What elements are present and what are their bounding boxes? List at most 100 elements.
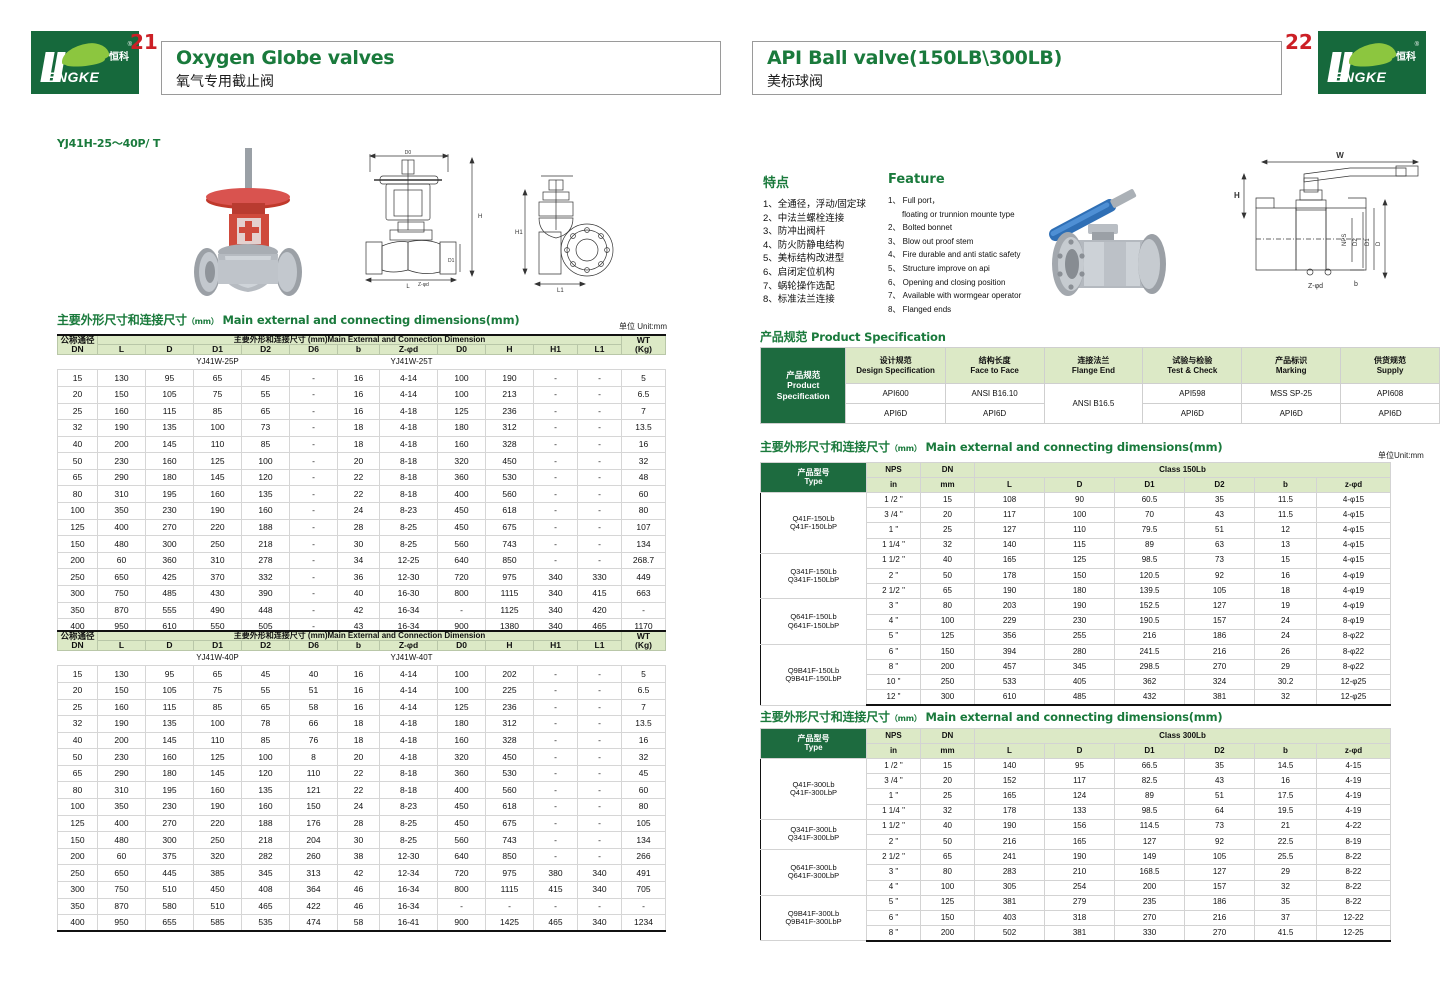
cell-value: 400 [97,518,146,537]
cell-value: 270 [1184,925,1255,942]
cell-value: 8-22 [1316,864,1391,881]
table-row: 125 400 270 220 188 176 28 8-25 450 675- -105 [57,814,666,833]
subtype-spacer [57,650,98,667]
cell-value: 485 [145,585,194,603]
cell-value: 110 [289,764,338,783]
cell-nps: 1 1/4 " [866,803,921,820]
cell-value: 85 [193,402,242,421]
table-row: 3 /4 " 20 152 117 82.5 43 16 4-19 [761,773,1391,790]
spec-value: API6D [944,403,1045,424]
cell-value: 160 [193,781,242,800]
cell-dn: 250 [920,674,975,691]
type-group-line: Q641F-150LbP [787,620,840,630]
spec-value: API6D [1340,403,1440,424]
svg-text:Z-φd: Z-φd [418,282,429,288]
cell-value: 268.7 [621,551,666,570]
cell-value: - [289,485,338,504]
cell-value: - [533,551,578,570]
cell-value: 1425 [485,914,534,933]
cell-dn: 65 [920,583,975,600]
type-header-cn: 产品型号 [797,467,830,477]
left-dim-title-unit: （mm） [186,317,219,326]
feature-item-en: 8、 Flanged ends [888,304,952,314]
cell-nps: 1 /2 " [866,757,921,775]
cell-value: 11.5 [1254,491,1317,509]
cell-value: - [533,698,578,717]
cell-dn: 40 [57,435,98,454]
cell-value: 100 [437,385,486,404]
cell-dn: 100 [920,879,975,896]
spec-value: API600 [845,383,946,404]
table-row: Q41F-150Lb Q41F-150LbP 1 /2 " 15 108 90 60.5 35… [760,491,1391,554]
cell-value: 465 [533,914,578,933]
logo-wordmark: ENGKE [1334,68,1387,85]
cell-value: 32 [621,748,666,766]
cell-value: 216 [1184,643,1255,661]
subtype-spacer-end [485,650,666,667]
cell-dn: 80 [920,864,975,881]
cell-value: 190 [97,419,146,437]
cell-value: 450 [437,798,486,816]
logo-left: 恒科 ® ENGKE [31,31,139,94]
cell-value: 216 [1184,909,1255,927]
cell-value: 22 [337,781,380,800]
cell-value: 5 [621,665,666,683]
cell-value: 160 [145,452,194,470]
cell-value: 22 [337,468,380,487]
cell-value: 4-φ19 [1316,567,1391,585]
cell-value: 310 [193,551,242,570]
cell-nps: 3 " [866,864,921,881]
table-row: Q9B41F-300Lb Q9B41F-300LbP 5 " 125 381 279 235… [760,894,1391,942]
cell-value: 190 [485,369,534,387]
cell-value: 8-φ19 [1316,613,1391,630]
cell-value: 381 [1184,689,1255,707]
cell-value: 16-34 [379,881,438,899]
cell-value: 485 [1044,689,1115,707]
spec-col-en: Test & Check [1167,365,1218,375]
cell-value: 350 [97,502,146,520]
table-row: 100 350 230 190 160-24 8-23 450 618- -80 [57,502,666,520]
cell-dn: 40 [57,731,98,750]
cell-nps: 3 /4 " [866,773,921,790]
cell-dn: 80 [57,781,98,800]
cell-value: - [577,748,622,766]
cell-value: 230 [97,452,146,470]
svg-text:H: H [478,214,482,220]
cell-value: 16 [621,731,666,750]
cell-value: 560 [437,831,486,849]
cell-value: 157 [1184,613,1255,630]
svg-text:D0: D0 [405,150,412,156]
table-row: 4 " 100 305 254 200 157 32 8-22 [761,879,1391,896]
cell-nps: 1 1/2 " [866,818,921,835]
left-dim-title-en: Main external and connecting dimensions(… [222,313,520,327]
cell-value: - [533,452,578,470]
cell-value: 95 [145,369,194,387]
cell-value: - [533,681,578,700]
cell-value: 150 [97,385,146,404]
cell-value: 360 [437,468,486,487]
cell-value: 85 [241,435,290,454]
column-header-L1: L1 [577,344,622,356]
spec-value: API6D [1142,403,1243,424]
cell-value: 28 [337,518,380,537]
globe-valve-section-drawing: L D0 H D1 Z-φd [352,150,492,298]
cell-value: 750 [97,585,146,603]
cell-value: 618 [485,502,534,520]
cell-value: 250 [193,831,242,849]
cell-dn: 50 [57,748,98,766]
features-cn-heading: 特点 [763,176,790,191]
cell-value: 362 [1114,674,1185,691]
column-header-D2: D2 [241,640,290,652]
cell-dn: 125 [57,814,98,833]
cell-value: 210 [1044,864,1115,881]
column-header-zd: z-φd [1316,743,1391,759]
cell-value: 480 [97,831,146,849]
cell-value: 230 [1044,613,1115,630]
cell-dn: 20 [57,385,98,404]
cell-value: 135 [241,781,290,800]
cell-value: 127 [974,522,1045,539]
cell-value: 4-φ15 [1316,491,1391,509]
dim150-title-en: Main external and connecting dimensions(… [925,440,1223,454]
cell-value: 110 [1044,522,1115,539]
type-group-line: Q341F-300Lb [790,825,837,835]
